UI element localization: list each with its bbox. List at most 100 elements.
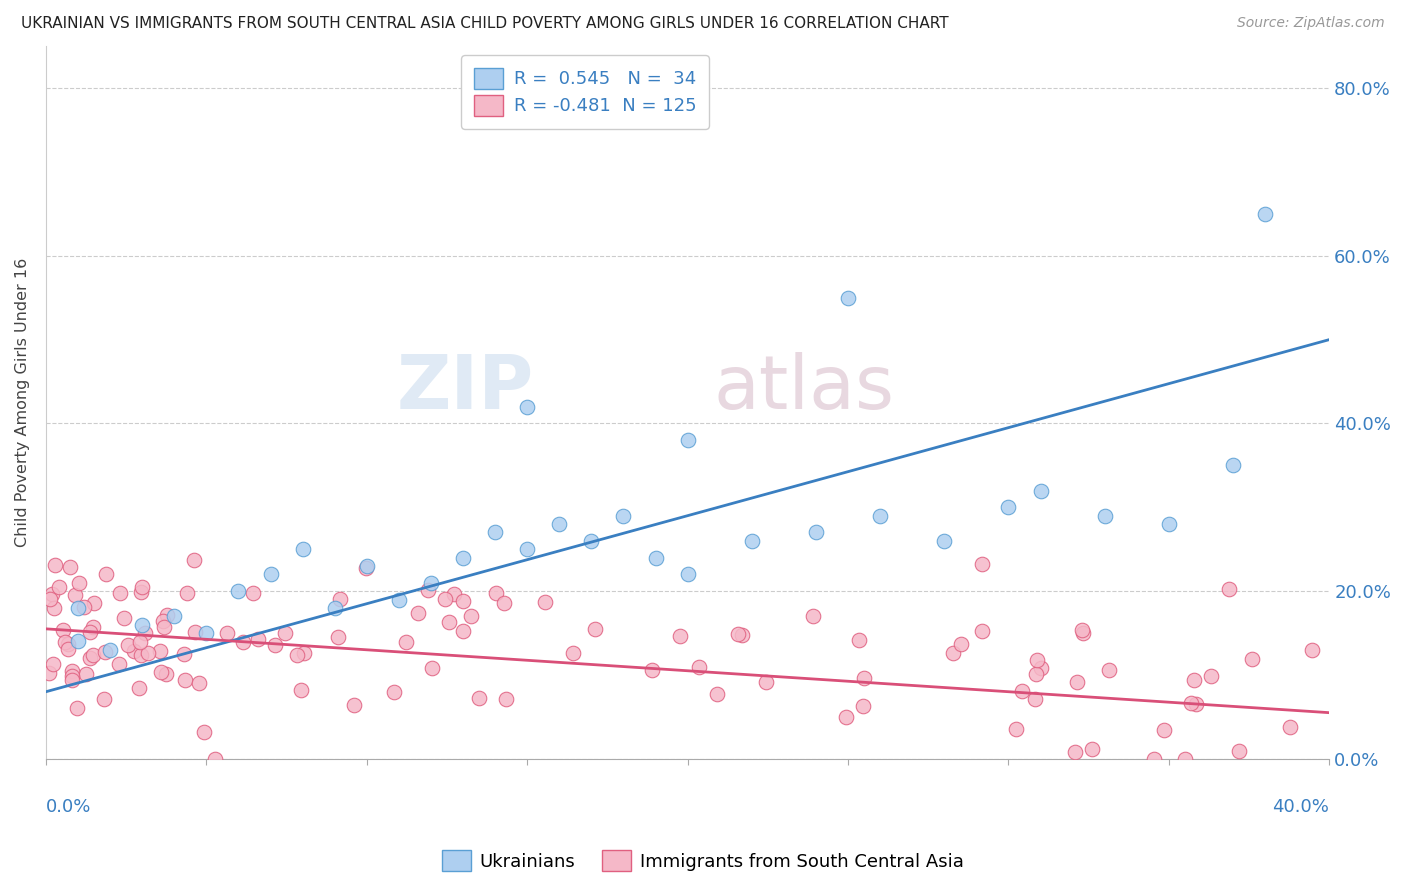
Point: [439, 615, 461, 630]
Point: [1071, 625, 1094, 640]
Point: [134, 626, 156, 640]
Point: [131, 648, 153, 662]
Point: [561, 646, 583, 660]
Text: atlas: atlas: [713, 351, 894, 425]
Point: [174, 673, 197, 687]
Point: [1071, 624, 1094, 638]
Point: [247, 632, 270, 647]
Point: [676, 567, 699, 582]
Point: [1185, 697, 1208, 711]
Point: [492, 596, 515, 610]
Point: [1142, 752, 1164, 766]
Point: [644, 550, 666, 565]
Point: [583, 622, 606, 636]
Point: [155, 666, 177, 681]
Point: [1098, 663, 1121, 677]
Point: [1011, 683, 1033, 698]
Point: [79, 651, 101, 665]
Point: [804, 525, 827, 540]
Point: [193, 725, 215, 739]
Point: [1153, 723, 1175, 737]
Point: [274, 625, 297, 640]
Point: [1199, 669, 1222, 683]
Point: [148, 644, 170, 658]
Point: [1157, 517, 1180, 532]
Point: [467, 690, 489, 705]
Point: [329, 592, 352, 607]
Point: [1064, 745, 1087, 759]
Point: [60, 669, 83, 683]
Point: [484, 525, 506, 540]
Point: [163, 609, 186, 624]
Point: [41, 586, 63, 600]
Point: [195, 626, 218, 640]
Point: [291, 542, 314, 557]
Point: [755, 675, 778, 690]
Point: [42, 601, 65, 615]
Point: [122, 644, 145, 658]
Point: [356, 558, 378, 573]
Point: [42, 657, 65, 671]
Point: [451, 550, 474, 565]
Point: [1029, 483, 1052, 498]
Point: [869, 508, 891, 523]
Point: [1218, 582, 1240, 596]
Point: [443, 587, 465, 601]
Point: [131, 580, 153, 594]
Point: [837, 291, 859, 305]
Point: [96, 567, 118, 582]
Point: [416, 582, 439, 597]
Point: [354, 561, 377, 575]
Point: [1227, 744, 1250, 758]
Point: [343, 698, 366, 713]
Point: [129, 635, 152, 649]
Point: [848, 633, 870, 648]
Point: [83, 596, 105, 610]
Point: [1094, 508, 1116, 523]
Point: [150, 665, 173, 679]
Point: [727, 627, 749, 641]
Point: [533, 594, 555, 608]
Point: [688, 660, 710, 674]
Point: [173, 647, 195, 661]
Point: [835, 709, 858, 723]
Point: [136, 646, 159, 660]
Point: [56, 637, 79, 651]
Point: [1029, 661, 1052, 675]
Point: [972, 557, 994, 571]
Point: [706, 686, 728, 700]
Point: [60, 673, 83, 687]
Point: [82, 648, 104, 662]
Point: [328, 630, 350, 644]
Point: [292, 646, 315, 660]
Point: [290, 682, 312, 697]
Point: [668, 629, 690, 643]
Point: [970, 624, 993, 639]
Point: [420, 660, 443, 674]
Point: [1081, 742, 1104, 756]
Point: [44, 558, 66, 572]
Point: [79, 624, 101, 639]
Point: [110, 586, 132, 600]
Legend: R =  0.545   N =  34, R = -0.481  N = 125: R = 0.545 N = 34, R = -0.481 N = 125: [461, 55, 709, 128]
Point: [1026, 653, 1049, 667]
Point: [131, 617, 153, 632]
Point: [107, 657, 129, 671]
Point: [1182, 673, 1205, 687]
Point: [1222, 458, 1244, 473]
Point: [1066, 675, 1088, 690]
Text: UKRAINIAN VS IMMIGRANTS FROM SOUTH CENTRAL ASIA CHILD POVERTY AMONG GIRLS UNDER : UKRAINIAN VS IMMIGRANTS FROM SOUTH CENTR…: [21, 16, 949, 31]
Point: [388, 592, 411, 607]
Point: [484, 586, 506, 600]
Point: [612, 508, 634, 523]
Point: [228, 584, 250, 599]
Legend: Ukrainians, Immigrants from South Central Asia: Ukrainians, Immigrants from South Centra…: [434, 843, 972, 879]
Point: [420, 575, 443, 590]
Point: [129, 584, 152, 599]
Point: [48, 580, 70, 594]
Point: [382, 684, 405, 698]
Point: [676, 434, 699, 448]
Point: [950, 637, 973, 651]
Point: [495, 692, 517, 706]
Point: [1240, 652, 1263, 666]
